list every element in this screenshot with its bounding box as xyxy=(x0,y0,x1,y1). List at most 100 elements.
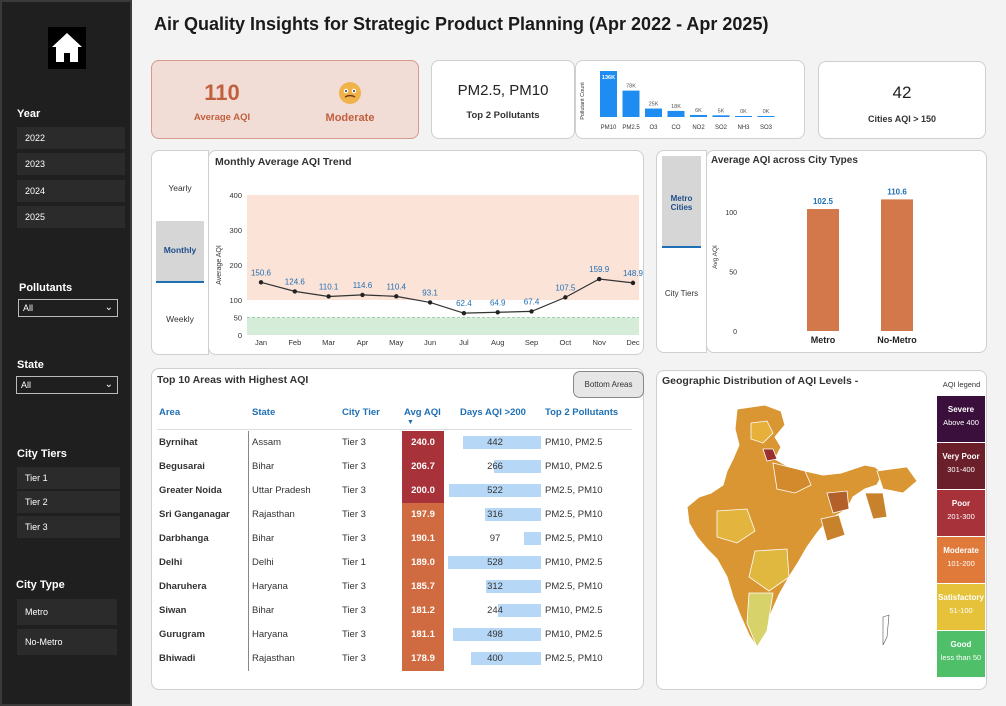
table-row[interactable]: Begusarai Bihar Tier 3 206.7 266 PM10, PM2.5 xyxy=(152,455,645,479)
state-cell: Rajasthan xyxy=(252,653,295,664)
legend-range: 301-400 xyxy=(947,465,975,474)
trend-x-tick: Jul xyxy=(459,338,469,347)
trend-data-label: 114.6 xyxy=(353,281,373,290)
trend-point[interactable] xyxy=(495,310,500,315)
trend-data-label: 64.9 xyxy=(490,298,506,307)
pollutant-bar[interactable] xyxy=(690,114,707,117)
trend-x-tick: Apr xyxy=(357,338,369,347)
area-cell: Darbhanga xyxy=(159,533,209,544)
trend-point[interactable] xyxy=(563,295,568,300)
year-2022[interactable]: 2022 xyxy=(17,127,125,149)
tier-3[interactable]: Tier 3 xyxy=(17,516,120,538)
aqi-legend-title: AQI legend xyxy=(938,377,985,393)
table-header[interactable]: State xyxy=(252,407,276,418)
trend-point[interactable] xyxy=(461,310,467,316)
page-title: Air Quality Insights for Strategic Produ… xyxy=(154,14,769,34)
trend-data-label: 110.4 xyxy=(387,282,407,291)
pollutants-dropdown[interactable]: All ⌄ xyxy=(18,299,118,317)
area-cell: Bhiwadi xyxy=(159,653,196,664)
aqi-legend: Severe Above 400 Very Poor 301-400 Poor 201-3… xyxy=(937,396,985,678)
year-2024[interactable]: 2024 xyxy=(17,180,125,202)
city-type-bar[interactable] xyxy=(881,199,913,331)
table-header[interactable]: Days AQI >200 xyxy=(460,407,526,418)
tier-2[interactable]: Tier 2 xyxy=(17,491,120,513)
table-row[interactable]: Dharuhera Haryana Tier 3 185.7 312 PM2.5, PM1… xyxy=(152,575,645,599)
trend-point[interactable] xyxy=(596,276,602,282)
pollutant-bar-label: 6K xyxy=(695,108,702,114)
aqi-trend-chart: Average AQI 0 50 100 200 300 400 150.6 Jan 124.6 F… xyxy=(216,191,644,347)
tier-cell: Tier 3 xyxy=(342,509,366,520)
days-cell: 400 xyxy=(487,653,503,664)
avg-aqi-card: 110 Average AQI Moderate xyxy=(151,60,419,139)
trend-point[interactable] xyxy=(427,300,433,305)
trend-point[interactable] xyxy=(529,309,534,314)
pollutant-category-label: SO2 xyxy=(715,125,728,131)
days-bar xyxy=(523,532,541,545)
year-2025[interactable]: 2025 xyxy=(17,206,125,228)
table-header[interactable]: Avg AQI xyxy=(404,407,441,418)
legend-range: Above 400 xyxy=(943,418,979,427)
days-bar xyxy=(498,604,541,617)
table-row[interactable]: Sri Ganganagar Rajasthan Tier 3 197.9 316 PM2… xyxy=(152,503,645,527)
pollutant-bar[interactable] xyxy=(757,116,775,117)
toggle-weekly[interactable]: Weekly xyxy=(166,314,194,324)
trend-point[interactable] xyxy=(326,294,331,299)
legend-item: Poor 201-300 xyxy=(937,490,985,536)
pollutants-cell: PM2.5, PM10 xyxy=(545,581,603,592)
trend-point[interactable] xyxy=(258,280,264,285)
trend-point[interactable] xyxy=(292,289,298,294)
state-dropdown[interactable]: All ⌄ xyxy=(16,376,118,394)
pollutant-bar[interactable] xyxy=(622,90,640,117)
table-header[interactable]: Area xyxy=(159,407,181,418)
city-type-bar-label: 102.5 xyxy=(813,197,834,206)
trend-point[interactable] xyxy=(630,280,636,286)
trend-chart-title: Monthly Average AQI Trend xyxy=(215,156,352,168)
toggle-metro-cities[interactable]: Metro Cities xyxy=(662,156,701,248)
toggle-city-tiers[interactable]: City Tiers xyxy=(664,289,699,298)
top-pollutants-value: PM2.5, PM10 xyxy=(457,82,549,99)
table-header[interactable]: City Tier xyxy=(342,407,380,418)
legend-label: Satisfactory xyxy=(938,593,984,602)
table-header[interactable]: Top 2 Pollutants xyxy=(545,407,619,418)
pollutant-category-label: PM2.5 xyxy=(622,125,640,131)
table-row[interactable]: Byrnihat Assam Tier 3 240.0 442 PM10, PM2.5 xyxy=(152,431,645,455)
table-row[interactable]: Gurugram Haryana Tier 3 181.1 498 PM10, PM2.5 xyxy=(152,623,645,647)
pollutants-cell: PM10, PM2.5 xyxy=(545,461,603,472)
city-type-bar[interactable] xyxy=(807,209,839,331)
trend-data-label: 67.4 xyxy=(524,297,540,306)
area-cell: Greater Noida xyxy=(159,485,222,496)
table-row[interactable]: Greater Noida Uttar Pradesh Tier 3 200.0 522… xyxy=(152,479,645,503)
area-cell: Byrnihat xyxy=(159,437,198,448)
pollutant-bar[interactable] xyxy=(645,108,662,117)
toggle-yearly[interactable]: Yearly xyxy=(168,183,192,193)
pollutant-bar-label: 136K xyxy=(602,75,615,81)
pollutant-bar[interactable] xyxy=(735,116,752,117)
toggle-monthly[interactable]: Monthly xyxy=(156,221,204,283)
trend-point[interactable] xyxy=(360,292,365,298)
pollutant-bar[interactable] xyxy=(667,110,685,117)
year-2023[interactable]: 2023 xyxy=(17,153,125,175)
top-pollutants-label: Top 2 Pollutants xyxy=(466,110,540,121)
table-row[interactable]: Siwan Bihar Tier 3 181.2 244 PM10, PM2.5 xyxy=(152,599,645,623)
trend-data-label: 159.9 xyxy=(589,265,610,274)
table-row[interactable]: Delhi Delhi Tier 1 189.0 528 PM10, PM2.5 xyxy=(152,551,645,575)
city-type-no-metro[interactable]: No-Metro xyxy=(17,629,117,655)
trend-data-label: 93.1 xyxy=(422,288,438,297)
bottom-areas-button[interactable]: Bottom Areas xyxy=(573,371,644,398)
chevron-down-icon: ⌄ xyxy=(104,379,113,390)
table-row[interactable]: Darbhanga Bihar Tier 3 190.1 97 PM2.5, PM10 xyxy=(152,527,645,551)
band-unhealthy xyxy=(247,195,639,300)
legend-item: Very Poor 301-400 xyxy=(937,443,985,489)
pollutant-bar[interactable] xyxy=(600,71,617,117)
trend-data-label: 107.5 xyxy=(555,283,576,292)
trend-x-tick: Dec xyxy=(626,338,640,347)
city-type-chart-title: Average AQI across City Types xyxy=(711,155,858,166)
tier-cell: Tier 3 xyxy=(342,485,366,496)
home-button[interactable] xyxy=(48,27,86,69)
table-row[interactable]: Bhiwadi Rajasthan Tier 3 178.9 400 PM2.5, PM1… xyxy=(152,647,645,671)
pollutant-bar[interactable] xyxy=(712,115,730,117)
cities-card: 42 Cities AQI > 150 xyxy=(818,61,986,139)
city-type-metro[interactable]: Metro xyxy=(17,599,117,625)
tier-1[interactable]: Tier 1 xyxy=(17,467,120,489)
trend-point[interactable] xyxy=(394,294,399,299)
